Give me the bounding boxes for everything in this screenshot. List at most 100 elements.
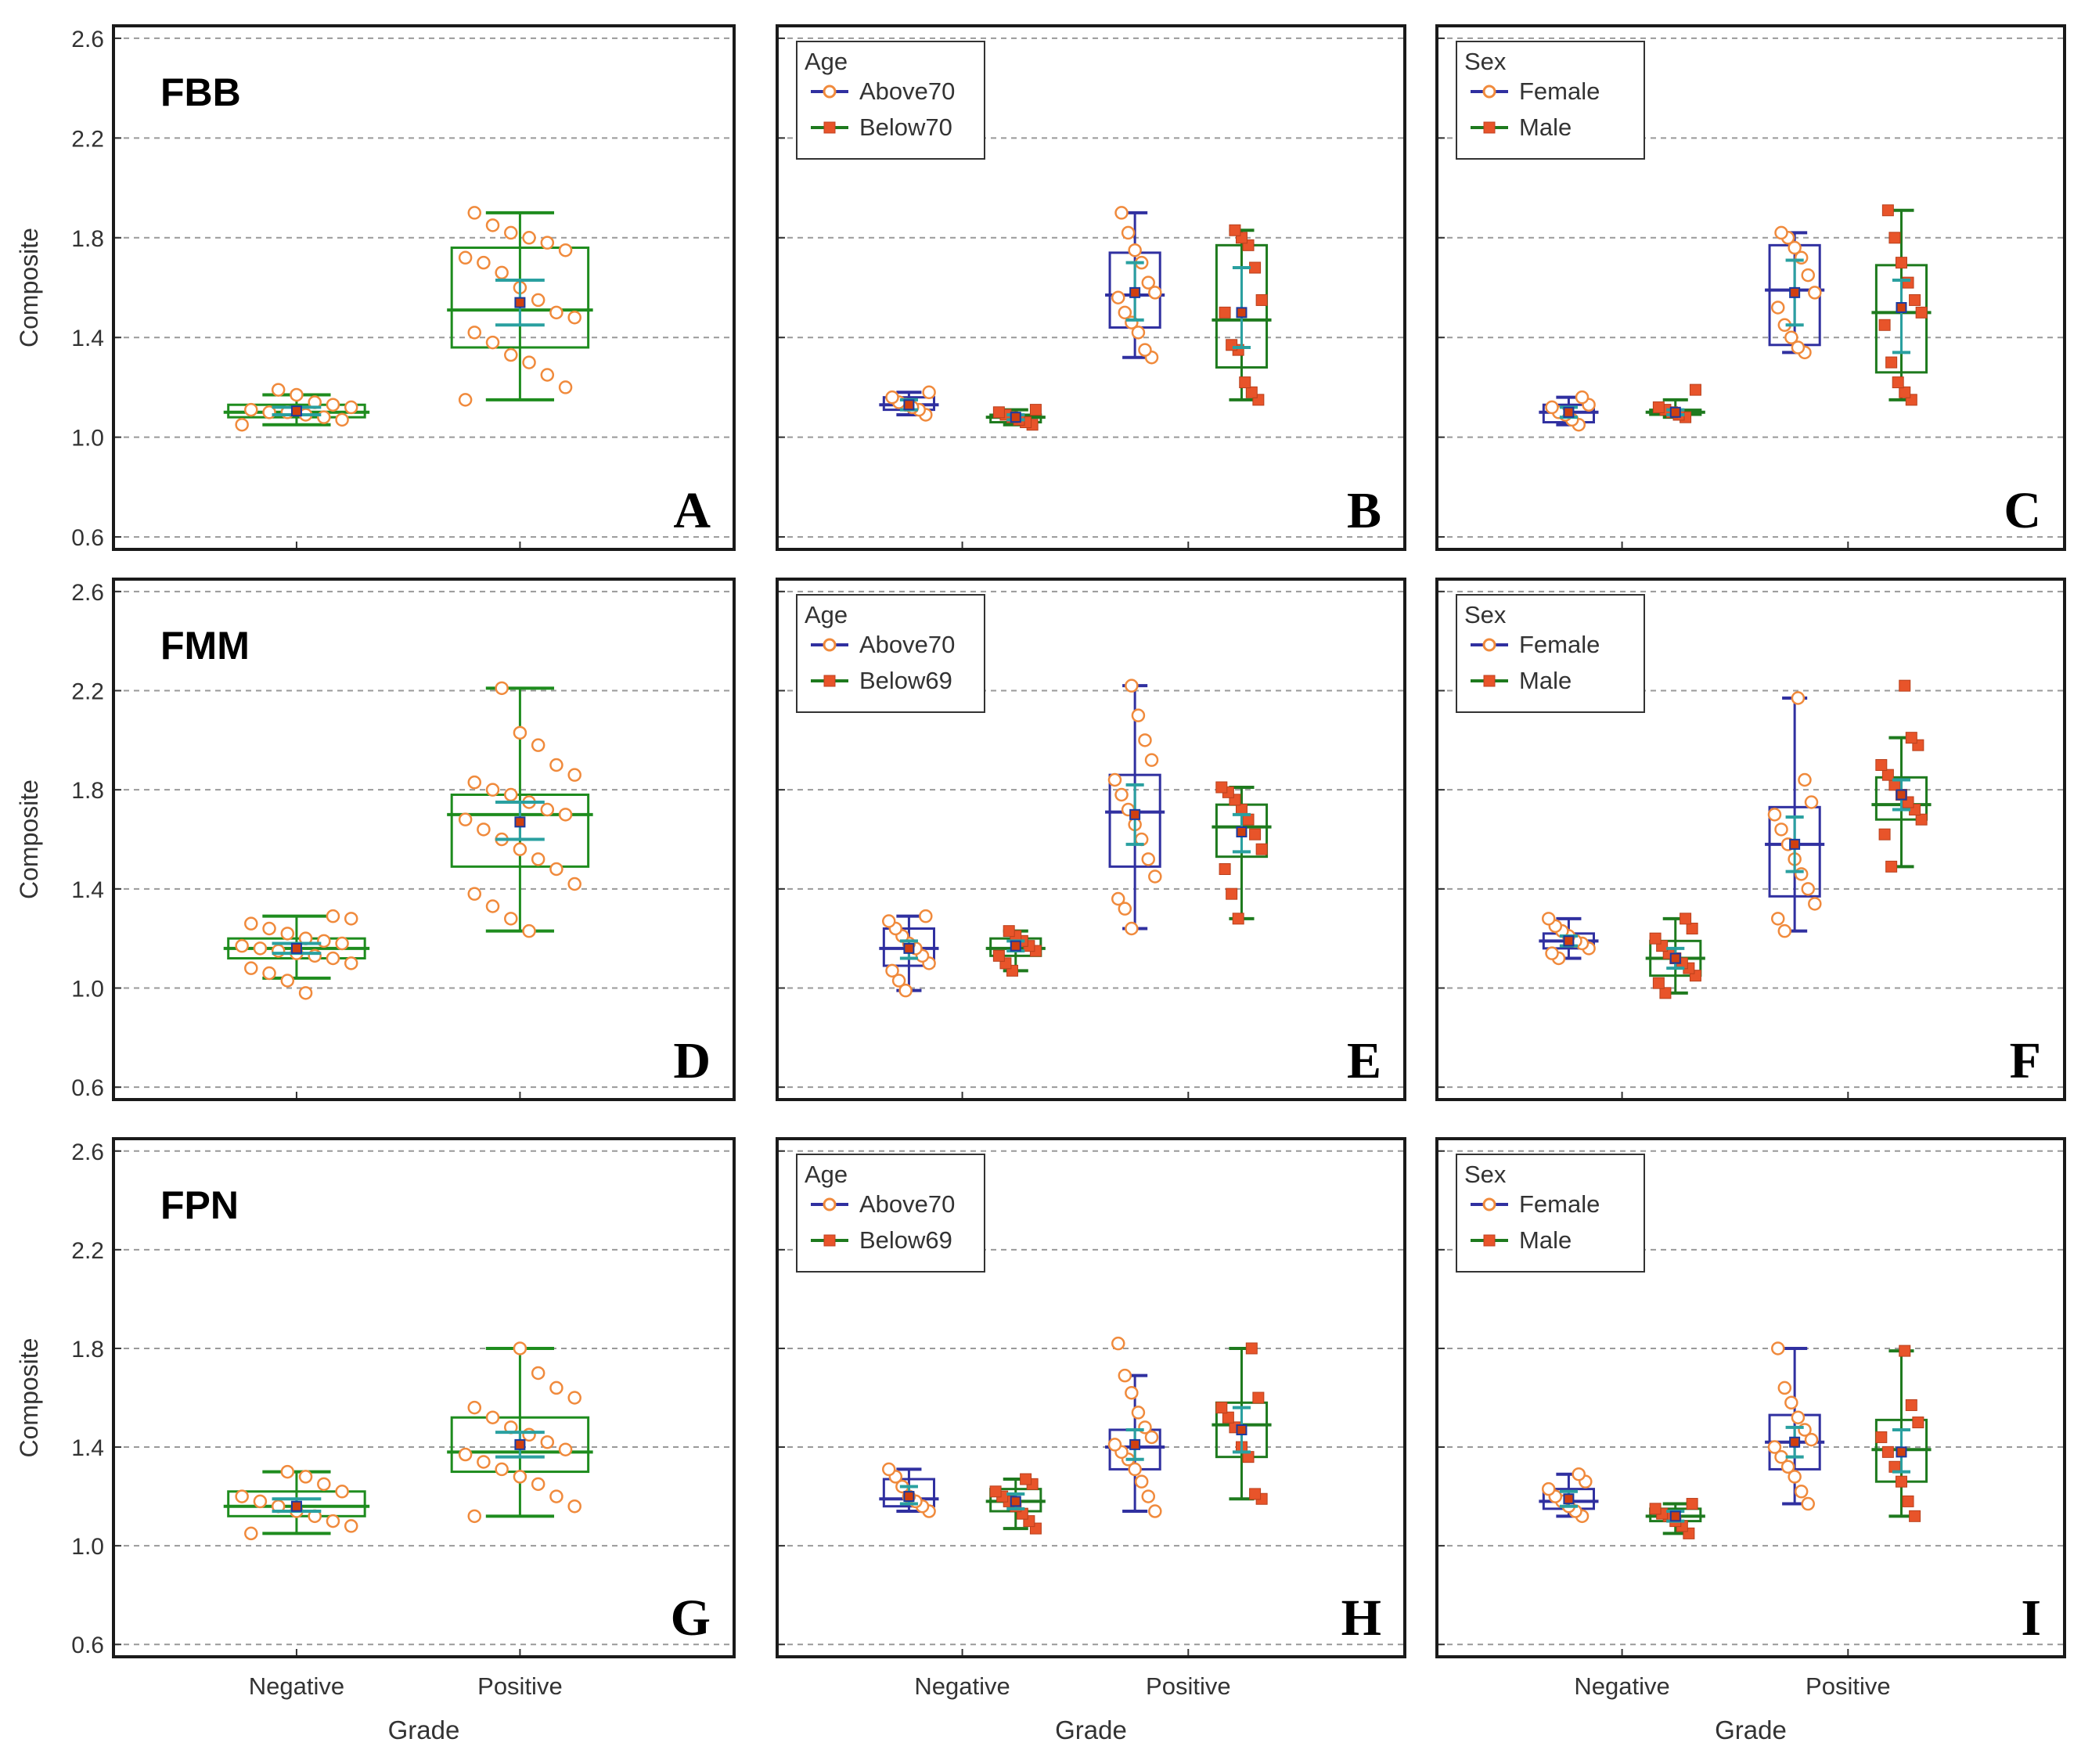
data-point	[1659, 987, 1672, 999]
data-point	[326, 1514, 340, 1528]
data-point	[882, 914, 896, 928]
box-negative-female	[1539, 912, 1599, 966]
legend-entry-male: Male	[1519, 1226, 1572, 1254]
data-point	[1111, 290, 1125, 304]
data-point	[262, 921, 276, 936]
data-point	[1652, 977, 1665, 989]
data-point	[1128, 243, 1142, 257]
panel-i: Negative Positive Grade I Sex Female Male	[1435, 1137, 2066, 1744]
data-point	[549, 1381, 563, 1395]
legend-marker	[1483, 121, 1496, 134]
y-axis-label: Composite	[15, 228, 43, 347]
data-point	[485, 218, 500, 232]
y-tick-label: 2.6	[71, 1139, 104, 1165]
data-point	[558, 243, 573, 257]
panel-letter: I	[2021, 1589, 2041, 1647]
data-point	[244, 402, 258, 417]
data-point	[1808, 286, 1822, 300]
data-point	[522, 1427, 536, 1442]
panel-letter: C	[2004, 482, 2041, 539]
y-tick-label: 1.0	[71, 1534, 104, 1560]
data-point	[1885, 356, 1898, 369]
data-point	[467, 206, 482, 220]
data-point	[1245, 1342, 1258, 1355]
data-point	[1777, 1381, 1792, 1395]
data-point	[1780, 1460, 1795, 1474]
x-axis-label: Grade	[388, 1715, 460, 1744]
legend-box	[796, 41, 985, 160]
panel-frame	[112, 1137, 736, 1658]
data-point	[1794, 1485, 1809, 1499]
mean-marker	[1236, 1424, 1248, 1435]
data-point	[1131, 708, 1146, 722]
y-tick-label: 2.2	[71, 1238, 104, 1264]
iqr-box	[882, 1478, 935, 1508]
data-point	[567, 877, 581, 891]
data-point	[253, 1494, 268, 1509]
data-point	[1909, 293, 1921, 306]
box-positive-female	[1765, 1341, 1825, 1511]
legend-entry-above70: Above70	[859, 77, 955, 105]
y-tick-label: 2.2	[71, 679, 104, 705]
mean-marker	[903, 399, 915, 411]
data-point	[1144, 1430, 1159, 1445]
data-point	[1232, 913, 1244, 925]
iqr-box	[1874, 776, 1928, 821]
data-point	[485, 899, 500, 913]
data-point	[1680, 913, 1692, 925]
data-point	[1791, 340, 1806, 355]
mean-marker	[1010, 1496, 1021, 1507]
mean-marker	[903, 1491, 915, 1503]
y-tick-label: 0.6	[71, 1075, 104, 1101]
box-negative-above70	[879, 1462, 939, 1518]
data-point	[1881, 204, 1894, 217]
tracer-title: FPN	[160, 1183, 239, 1227]
mean-marker	[290, 405, 302, 417]
mean-marker	[1236, 307, 1248, 319]
data-point	[495, 265, 509, 280]
data-point	[1899, 386, 1911, 398]
y-tick-label: 1.8	[71, 1337, 104, 1363]
data-point	[1784, 330, 1798, 344]
data-point	[235, 1489, 249, 1503]
data-point	[458, 1447, 473, 1462]
legend-entry-female: Female	[1519, 77, 1600, 105]
y-tick-label: 2.2	[71, 126, 104, 152]
box-negative-all	[223, 383, 370, 432]
mean-marker	[1129, 286, 1141, 298]
data-point	[1249, 261, 1262, 274]
data-point	[1249, 828, 1262, 841]
panel-frame	[776, 1137, 1406, 1658]
panel-c: C Sex Female Male	[1435, 24, 2066, 551]
data-point	[1545, 400, 1559, 415]
legend-entry-above70: Above70	[859, 1190, 955, 1218]
data-point	[531, 1366, 545, 1381]
legend-marker	[1482, 638, 1496, 652]
data-point	[1131, 326, 1146, 340]
data-point	[1774, 225, 1788, 240]
data-point	[458, 250, 473, 265]
box-positive-above70	[1105, 679, 1165, 936]
data-point	[235, 938, 249, 953]
data-point	[558, 1442, 573, 1456]
legend-title: Sex	[1464, 601, 1507, 628]
panel-f: F Sex Female Male	[1435, 578, 2066, 1101]
data-point	[1125, 921, 1139, 936]
data-point	[253, 941, 268, 956]
panel-d: 0.6 1.0 1.4 1.8 2.2 2.6 Composite FMM D	[15, 578, 736, 1101]
box-positive-male	[1871, 204, 1932, 406]
data-point	[891, 974, 906, 988]
data-point	[513, 725, 527, 740]
data-point	[467, 1509, 482, 1524]
box-negative-male	[1645, 1498, 1705, 1539]
legend-entry-below70: Below70	[859, 113, 952, 141]
data-point	[335, 1485, 349, 1499]
iqr-box	[450, 247, 590, 349]
box-positive-male	[1871, 1345, 1932, 1522]
data-point	[271, 383, 286, 397]
data-point	[1215, 781, 1228, 794]
data-point	[1125, 679, 1139, 693]
mean-marker	[1789, 1436, 1801, 1448]
data-point	[1905, 1399, 1917, 1411]
legend-entry-male: Male	[1519, 667, 1572, 694]
